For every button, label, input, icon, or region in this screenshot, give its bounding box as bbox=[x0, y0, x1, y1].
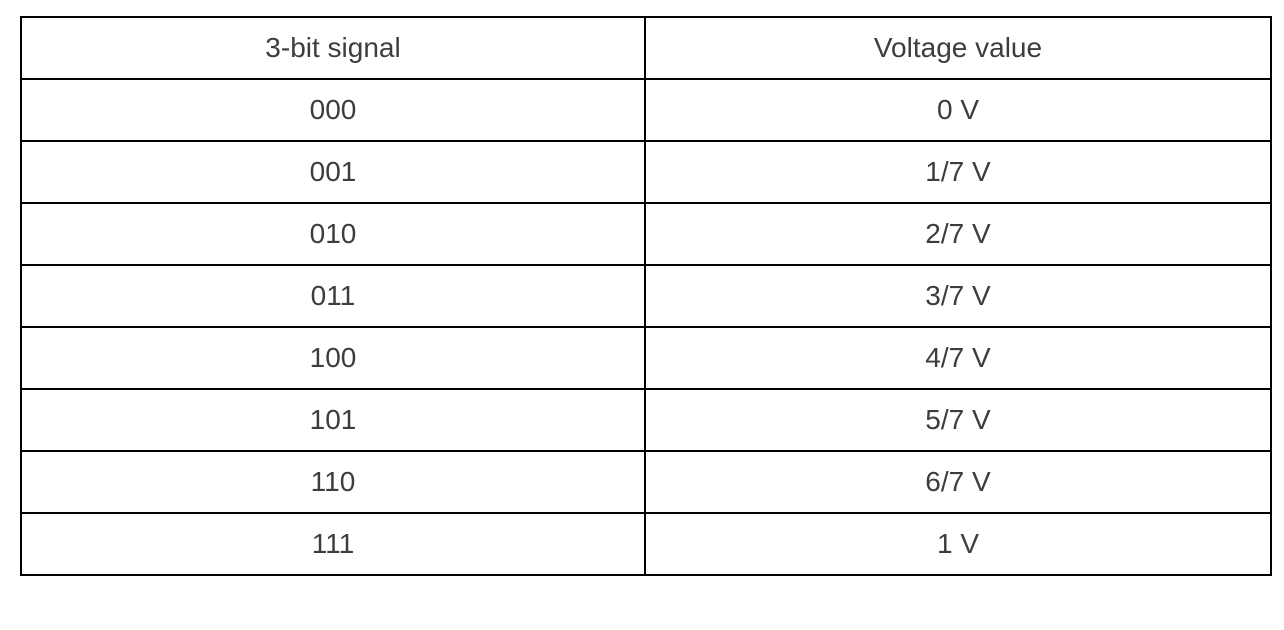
voltage-cell: 6/7 V bbox=[644, 450, 1272, 514]
signal-voltage-table: 3-bit signal Voltage value 000 0 V 001 1… bbox=[20, 16, 1272, 576]
voltage-cell: 4/7 V bbox=[644, 326, 1272, 390]
voltage-cell: 1 V bbox=[644, 512, 1272, 576]
table-row: 100 4/7 V bbox=[20, 326, 1272, 390]
voltage-cell: 0 V bbox=[644, 78, 1272, 142]
voltage-cell: 5/7 V bbox=[644, 388, 1272, 452]
table-row: 111 1 V bbox=[20, 512, 1272, 576]
signal-cell: 100 bbox=[20, 326, 646, 390]
voltage-cell: 1/7 V bbox=[644, 140, 1272, 204]
column-header-voltage: Voltage value bbox=[644, 16, 1272, 80]
signal-cell: 010 bbox=[20, 202, 646, 266]
signal-cell: 001 bbox=[20, 140, 646, 204]
signal-cell: 111 bbox=[20, 512, 646, 576]
table-row: 110 6/7 V bbox=[20, 450, 1272, 514]
table-row: 010 2/7 V bbox=[20, 202, 1272, 266]
signal-cell: 101 bbox=[20, 388, 646, 452]
table-row: 000 0 V bbox=[20, 78, 1272, 142]
table-row: 101 5/7 V bbox=[20, 388, 1272, 452]
voltage-cell: 2/7 V bbox=[644, 202, 1272, 266]
signal-cell: 000 bbox=[20, 78, 646, 142]
signal-cell: 011 bbox=[20, 264, 646, 328]
signal-cell: 110 bbox=[20, 450, 646, 514]
table-row: 011 3/7 V bbox=[20, 264, 1272, 328]
table-header-row: 3-bit signal Voltage value bbox=[20, 16, 1272, 80]
column-header-signal: 3-bit signal bbox=[20, 16, 646, 80]
voltage-cell: 3/7 V bbox=[644, 264, 1272, 328]
table-row: 001 1/7 V bbox=[20, 140, 1272, 204]
